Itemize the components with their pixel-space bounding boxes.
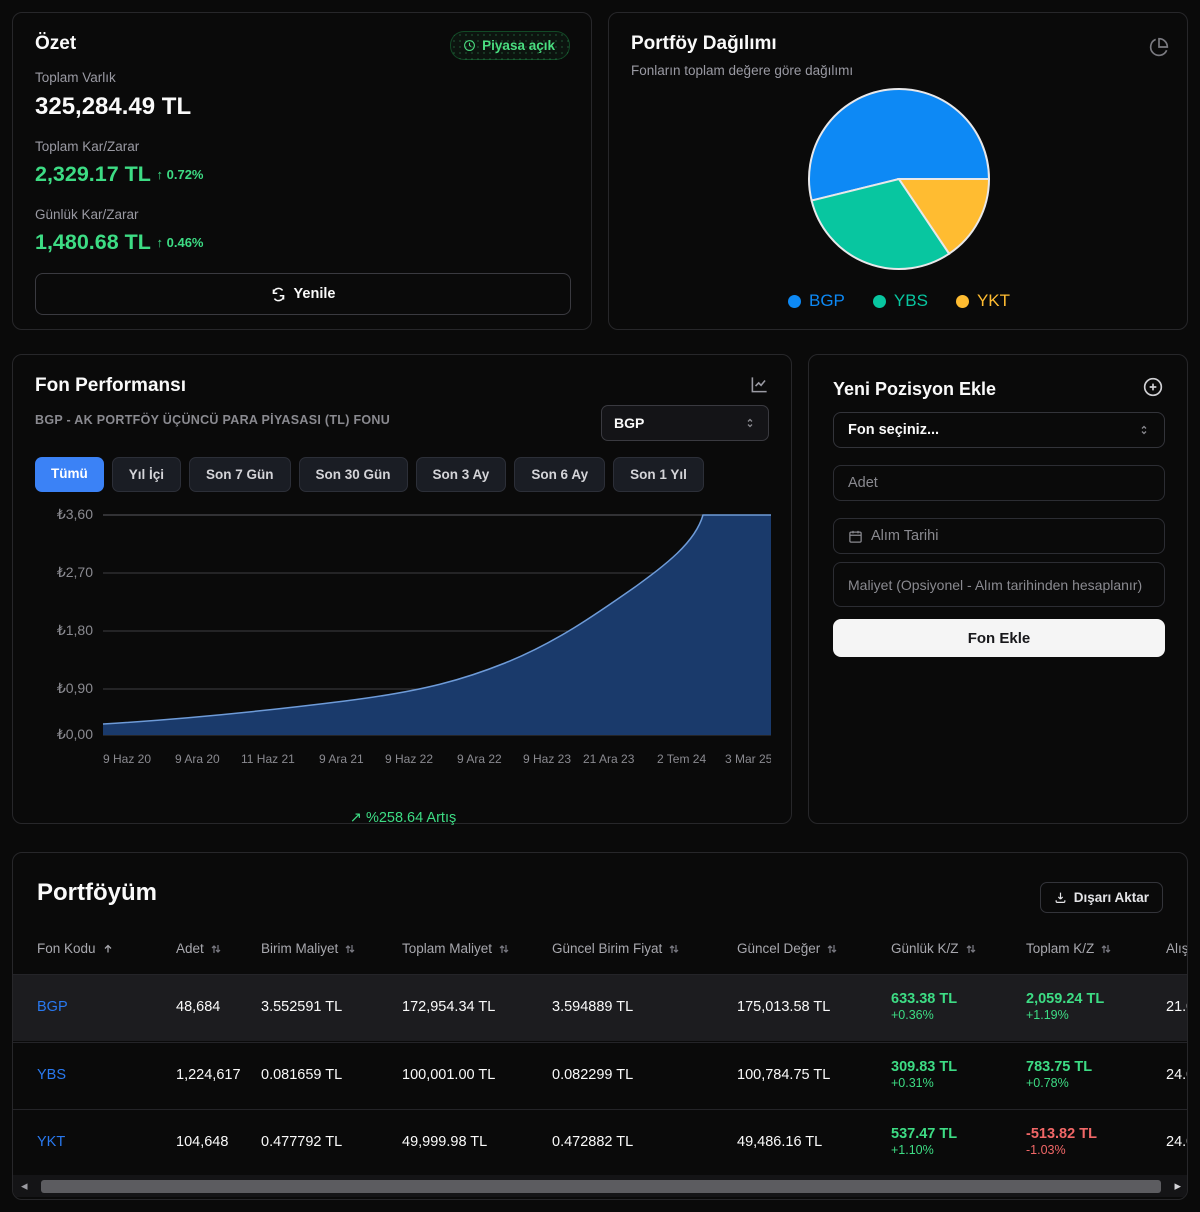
svg-text:9 Ara 20: 9 Ara 20 bbox=[175, 752, 220, 765]
svg-text:3 Mar 25: 3 Mar 25 bbox=[725, 752, 771, 765]
svg-text:11 Haz 21: 11 Haz 21 bbox=[241, 752, 295, 765]
svg-text:2 Tem 24: 2 Tem 24 bbox=[657, 752, 706, 765]
svg-text:9 Haz 20: 9 Haz 20 bbox=[103, 752, 151, 765]
svg-text:₺0,00: ₺0,00 bbox=[57, 726, 93, 742]
svg-text:₺2,70: ₺2,70 bbox=[57, 564, 93, 580]
svg-text:9 Ara 21: 9 Ara 21 bbox=[319, 752, 364, 765]
svg-text:9 Ara 22: 9 Ara 22 bbox=[457, 752, 502, 765]
svg-text:₺3,60: ₺3,60 bbox=[57, 506, 93, 522]
svg-text:9 Haz 23: 9 Haz 23 bbox=[523, 752, 571, 765]
svg-text:9 Haz 22: 9 Haz 22 bbox=[385, 752, 433, 765]
svg-text:₺1,80: ₺1,80 bbox=[57, 622, 93, 638]
svg-text:₺0,90: ₺0,90 bbox=[57, 680, 93, 696]
svg-text:21 Ara 23: 21 Ara 23 bbox=[583, 752, 635, 765]
